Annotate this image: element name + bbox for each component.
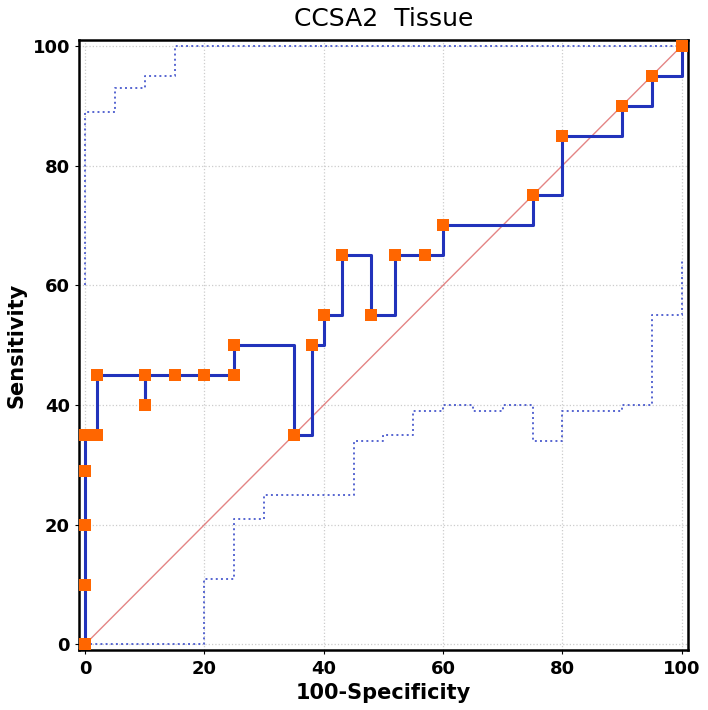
Point bbox=[366, 310, 377, 321]
Point bbox=[169, 369, 180, 381]
Point bbox=[139, 399, 150, 410]
Point bbox=[336, 250, 347, 261]
Point bbox=[79, 465, 91, 476]
Point bbox=[318, 310, 329, 321]
Point bbox=[79, 519, 91, 530]
Point bbox=[527, 190, 538, 201]
Y-axis label: Sensitivity: Sensitivity bbox=[7, 283, 27, 408]
Point bbox=[556, 130, 568, 141]
Point bbox=[79, 430, 91, 441]
Point bbox=[306, 339, 317, 351]
Point bbox=[617, 100, 628, 111]
X-axis label: 100-Specificity: 100-Specificity bbox=[296, 683, 471, 703]
Title: CCSA2  Tissue: CCSA2 Tissue bbox=[294, 7, 473, 31]
Point bbox=[438, 219, 449, 231]
Point bbox=[229, 339, 240, 351]
Point bbox=[139, 369, 150, 381]
Point bbox=[419, 250, 430, 261]
Point bbox=[229, 369, 240, 381]
Point bbox=[646, 70, 658, 82]
Point bbox=[79, 579, 91, 590]
Point bbox=[91, 369, 103, 381]
Point bbox=[79, 639, 91, 650]
Point bbox=[676, 40, 687, 52]
Point bbox=[91, 430, 103, 441]
Point bbox=[389, 250, 401, 261]
Point bbox=[288, 430, 299, 441]
Point bbox=[199, 369, 210, 381]
